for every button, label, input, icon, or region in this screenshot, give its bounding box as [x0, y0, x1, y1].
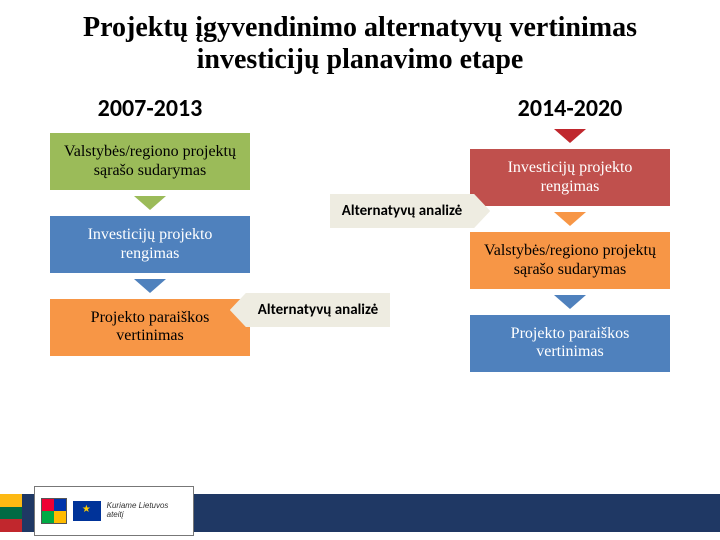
arrow-down-icon — [134, 279, 166, 293]
slide: Projektų įgyvendinimo alternatyvų vertin… — [0, 0, 720, 540]
page-title: Projektų įgyvendinimo alternatyvų vertin… — [0, 0, 720, 76]
lt-flag-icon — [0, 494, 22, 532]
eu-funding-logo: Kuriame Lietuvos ateitį — [34, 486, 194, 536]
arrow-down-icon — [554, 129, 586, 143]
right-box-2: Valstybės/regiono projektų sąrašo sudary… — [470, 232, 670, 289]
column-right-header: 2014-2020 — [518, 94, 623, 123]
column-left-header: 2007-2013 — [98, 94, 203, 123]
pentagon-right-icon: Alternatyvų analizė — [330, 194, 490, 228]
ministry-icon — [41, 498, 67, 524]
footer: Kuriame Lietuvos ateitį — [0, 472, 720, 540]
middle-arrow-top: Alternatyvų analizė — [0, 194, 720, 228]
logo-caption: Kuriame Lietuvos ateitį — [107, 502, 187, 520]
pentagon-left-icon: Alternatyvų analizė — [230, 293, 390, 327]
left-box-1: Valstybės/regiono projektų sąrašo sudary… — [50, 133, 250, 190]
column-right: 2014-2020 Investicijų projekto rengimas … — [470, 94, 670, 371]
middle-arrow-bottom: Alternatyvų analizė — [0, 293, 720, 327]
eu-flag-icon — [73, 501, 101, 521]
column-left: 2007-2013 Valstybės/regiono projektų sąr… — [50, 94, 250, 371]
